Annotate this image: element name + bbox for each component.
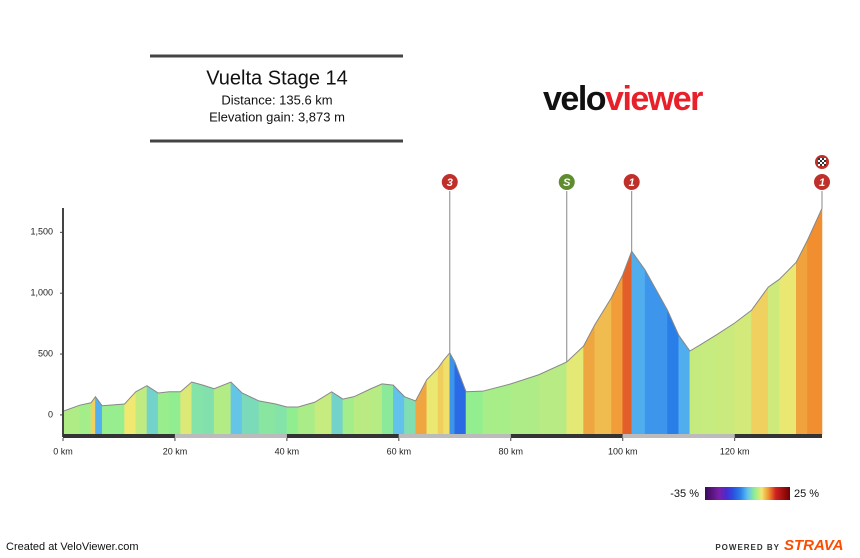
legend-max-label: 25 % xyxy=(794,488,819,500)
logo-velo: velo xyxy=(543,80,606,118)
gradient-segment xyxy=(79,402,92,436)
gradient-segment xyxy=(734,309,752,436)
marker-label: 1 xyxy=(819,177,825,189)
y-tick-label: 500 xyxy=(38,348,53,358)
x-tick-label: 0 km xyxy=(53,446,73,456)
gradient-segment xyxy=(717,322,735,436)
gradient-segment xyxy=(807,208,823,436)
profile-line xyxy=(62,208,823,412)
gradient-segment xyxy=(258,400,276,436)
x-tick-label: 60 km xyxy=(387,446,412,456)
gradient-segment xyxy=(191,381,204,436)
marker-badge xyxy=(813,173,831,191)
x-tick-label: 20 km xyxy=(163,446,188,456)
strava: STRAVA xyxy=(784,537,843,554)
x-tick-label: 100 km xyxy=(608,446,638,456)
gradient-segment xyxy=(370,383,383,436)
distance-band xyxy=(622,434,735,438)
x-tick-label: 120 km xyxy=(720,446,750,456)
y-tick-label: 1,500 xyxy=(30,227,53,237)
gradient-segment xyxy=(594,296,612,436)
x-tick-label: 80 km xyxy=(499,446,524,456)
distance-band xyxy=(286,434,399,438)
finish-flag xyxy=(815,155,829,169)
gradient-segment xyxy=(314,391,332,436)
gradient-segment xyxy=(644,269,657,436)
gradient-segment xyxy=(62,404,81,436)
gradient-segment xyxy=(157,391,170,436)
logo-viewer: viewer xyxy=(605,80,703,118)
distance-band xyxy=(63,434,175,438)
gradient-segment xyxy=(700,333,719,436)
gradient-segment xyxy=(751,286,769,436)
flag-check xyxy=(818,158,826,166)
gradient-segment xyxy=(796,240,808,436)
logo: veloviewer xyxy=(543,80,703,118)
elevation-gain: Elevation gain: 3,873 m xyxy=(209,109,345,124)
gradient-segment xyxy=(297,401,316,436)
marker-label: S xyxy=(563,177,571,189)
gradient-segment xyxy=(135,385,148,436)
distance-band xyxy=(174,434,287,438)
gradient-segment xyxy=(275,403,288,436)
gradient-segment xyxy=(656,289,668,436)
gradient-segment xyxy=(449,352,456,436)
gradient-segment xyxy=(667,310,679,436)
flag-icon xyxy=(818,158,826,166)
gradient-segment xyxy=(342,396,355,436)
powered-by: POWERED BY xyxy=(715,543,780,552)
gradient-segment xyxy=(678,334,691,436)
gradient-segment xyxy=(437,359,444,436)
gradient-segment xyxy=(779,261,797,436)
x-tick-label: 40 km xyxy=(275,446,300,456)
distance: Distance: 135.6 km xyxy=(221,92,332,107)
gradient-segment xyxy=(202,384,215,436)
gradient-segment xyxy=(768,278,780,436)
gradient-segment xyxy=(454,361,467,436)
gradient-segment xyxy=(230,381,243,436)
gradient-segment xyxy=(101,403,125,436)
marker-label: 3 xyxy=(447,177,453,189)
gradient-segment xyxy=(583,324,595,436)
gradient-segment xyxy=(146,385,159,436)
distance-band xyxy=(398,434,511,438)
gradient-segment xyxy=(381,383,394,436)
gradient-legend xyxy=(705,487,790,500)
marker-badge xyxy=(622,173,641,191)
distance-band xyxy=(734,434,822,438)
legend-min-label: -35 % xyxy=(670,488,699,500)
gradient-segment xyxy=(510,374,540,436)
gradient-segment xyxy=(611,274,623,436)
gradient-segment xyxy=(286,406,299,436)
gradient-segment xyxy=(622,251,632,436)
distance-band xyxy=(510,434,623,438)
gradient-segment xyxy=(404,396,416,436)
gradient-segment xyxy=(482,383,512,436)
created-note: Created at VeloViewer.com xyxy=(6,541,138,553)
gradient-segment xyxy=(443,352,451,436)
title: Vuelta Stage 14 xyxy=(206,67,348,89)
gradient-segment xyxy=(169,391,181,436)
gradient-segment xyxy=(631,250,646,436)
gradient-segment xyxy=(213,381,232,436)
y-tick-label: 1,000 xyxy=(30,288,53,298)
gradient-segment xyxy=(465,390,484,436)
gradient-segment xyxy=(689,343,702,436)
gradient-segment xyxy=(392,384,405,436)
marker-badge xyxy=(557,173,576,191)
marker-label: 1 xyxy=(629,177,635,189)
y-tick-label: 0 xyxy=(48,409,53,419)
marker-badge xyxy=(440,173,459,191)
gradient-segment xyxy=(415,379,428,436)
gradient-segment xyxy=(95,395,103,436)
